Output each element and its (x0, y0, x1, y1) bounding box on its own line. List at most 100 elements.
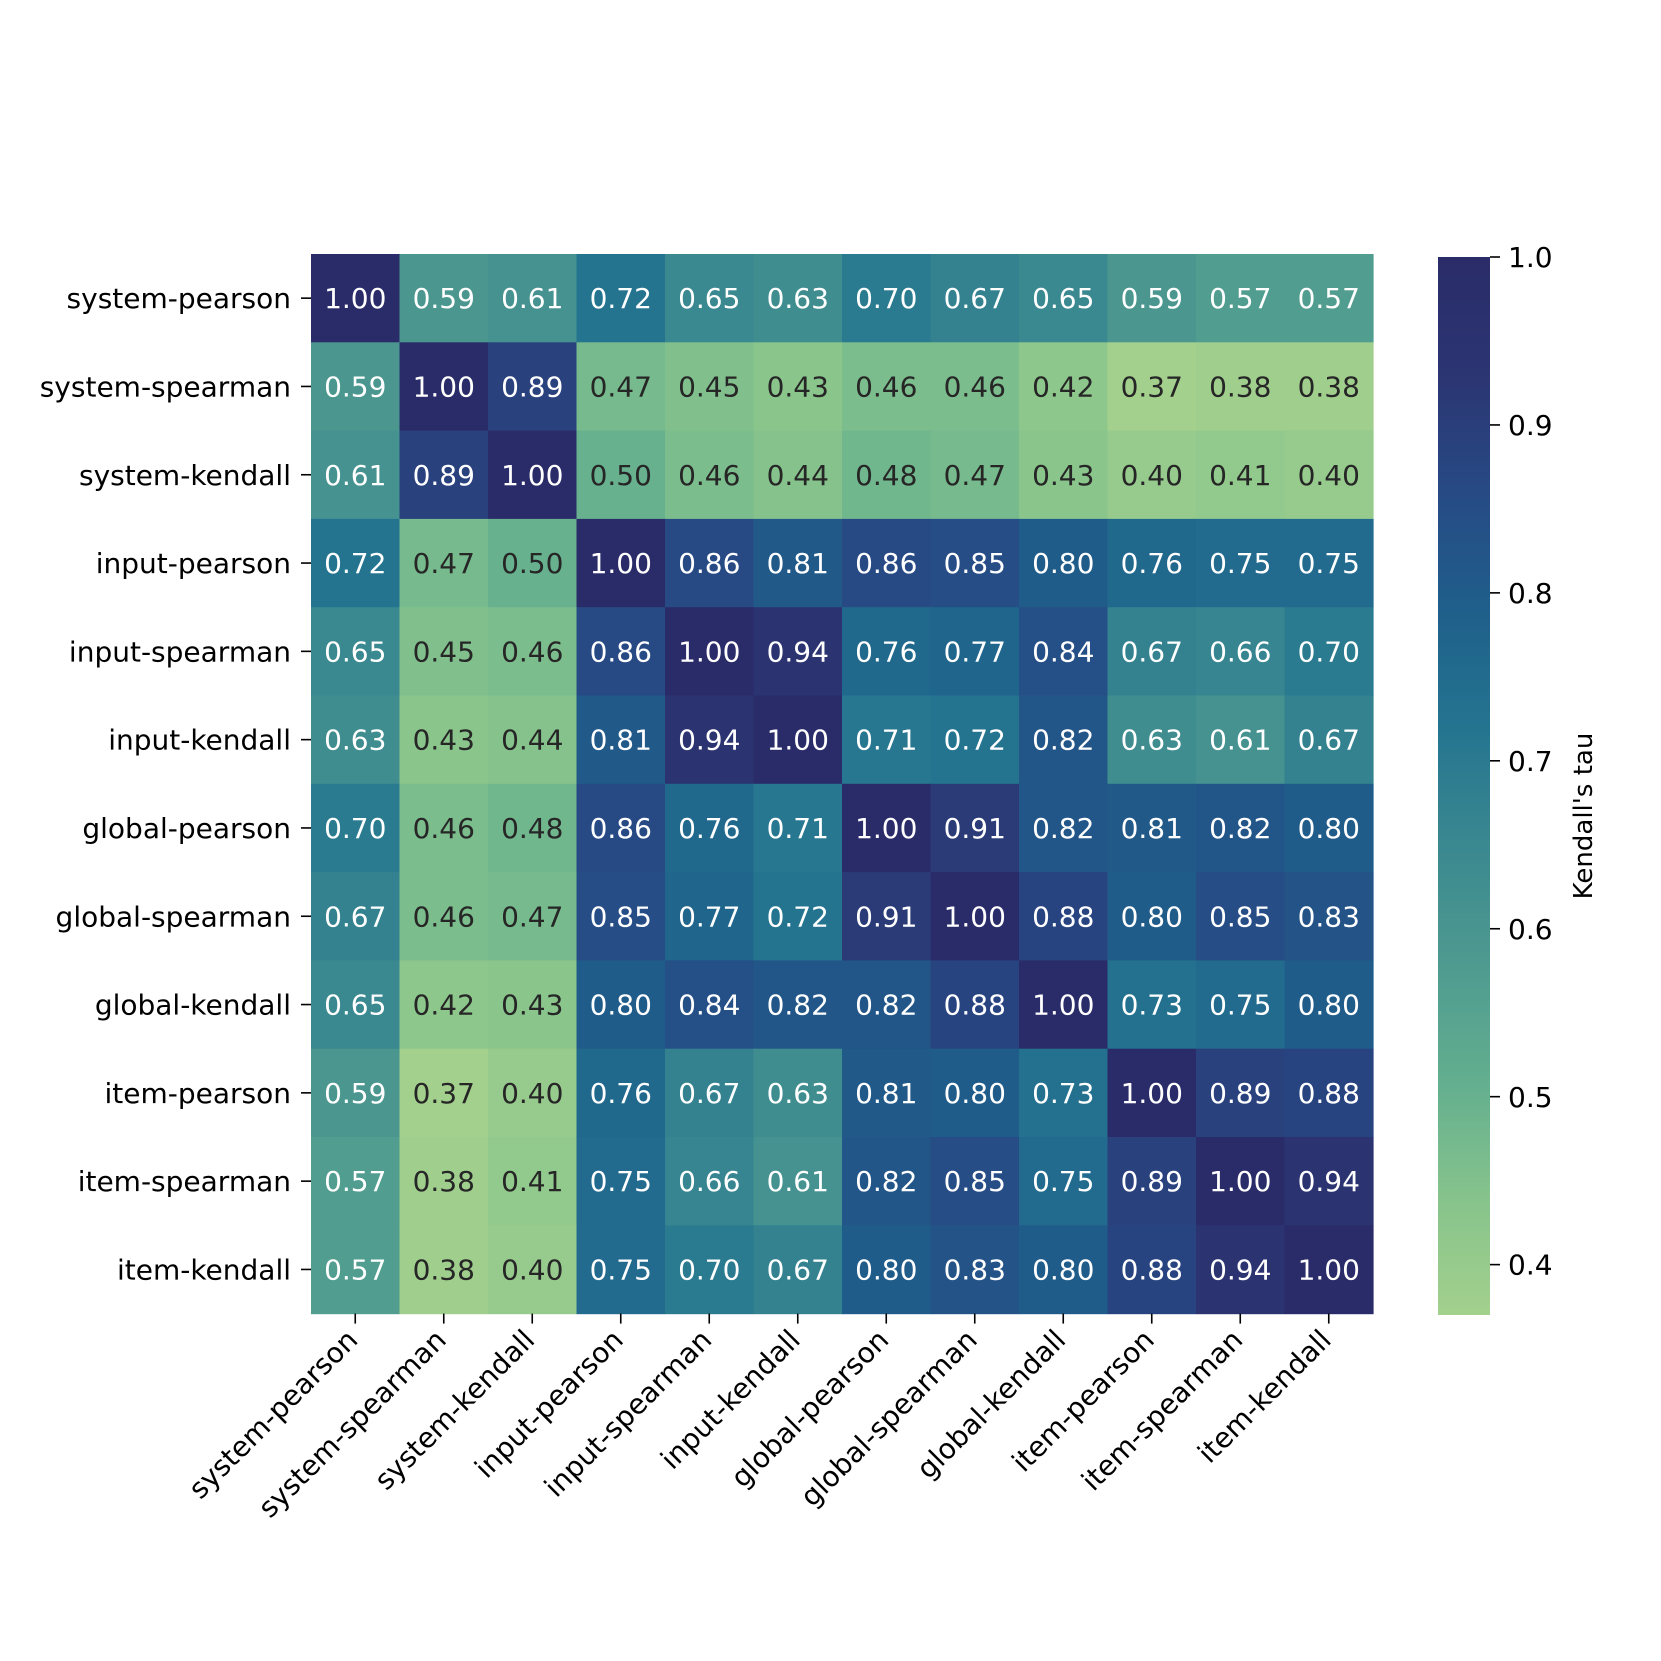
heatmap-cell-r5-c6 (842, 695, 932, 785)
heatmap-cell-r7-c1 (399, 872, 489, 961)
cell-value-r9-c9: 1.00 (1121, 1077, 1183, 1110)
cell-value-r4-c2: 0.46 (501, 635, 563, 668)
cell-value-r2-c0: 0.61 (324, 459, 386, 492)
heatmap-cell-r10-c9 (1107, 1137, 1197, 1226)
cell-value-r7-c9: 0.80 (1121, 900, 1183, 933)
cell-value-r3-c7: 0.85 (944, 547, 1006, 580)
cell-value-r0-c0: 1.00 (324, 282, 386, 315)
cell-value-r10-c11: 0.94 (1298, 1165, 1360, 1198)
cell-value-r2-c2: 1.00 (501, 459, 563, 492)
heatmap-cell-r1-c2 (488, 342, 578, 432)
heatmap-cell-r4-c1 (399, 607, 489, 697)
colorbar-tick-label-2: 0.6 (1508, 913, 1553, 946)
cell-value-r3-c2: 0.50 (501, 547, 563, 580)
heatmap-cell-r11-c8 (1019, 1225, 1109, 1315)
cell-value-r10-c10: 1.00 (1209, 1165, 1271, 1198)
x-tick-label-2: system-kendall (368, 1323, 541, 1496)
cell-value-r2-c6: 0.48 (855, 459, 917, 492)
heatmap-cell-r1-c6 (842, 342, 932, 432)
heatmap-cell-r2-c5 (753, 430, 843, 520)
heatmap-cell-r9-c5 (753, 1048, 843, 1138)
cell-value-r5-c3: 0.81 (590, 724, 652, 757)
heatmap-cell-r3-c9 (1107, 518, 1197, 608)
heatmap-cell-r8-c7 (930, 960, 1020, 1050)
heatmap-cell-r9-c8 (1019, 1048, 1109, 1138)
cell-value-r6-c11: 0.80 (1298, 812, 1360, 845)
cell-value-r10-c7: 0.85 (944, 1165, 1006, 1198)
heatmap-cell-r2-c8 (1019, 430, 1109, 520)
cell-value-r8-c5: 0.82 (767, 989, 829, 1022)
heatmap-cell-r6-c9 (1107, 783, 1197, 873)
heatmap-cell-r11-c3 (576, 1225, 666, 1315)
cell-value-r7-c7: 1.00 (944, 900, 1006, 933)
heatmap-cell-r5-c4 (665, 695, 755, 785)
cell-value-r8-c11: 0.80 (1298, 989, 1360, 1022)
colorbar-tick-label-3: 0.7 (1508, 745, 1553, 778)
heatmap-cell-r9-c11 (1284, 1048, 1374, 1138)
cell-value-r10-c9: 0.89 (1121, 1165, 1183, 1198)
cell-value-r10-c5: 0.61 (767, 1165, 829, 1198)
y-tick-label-7: global-spearman (56, 900, 291, 933)
heatmap-cell-r2-c2 (488, 430, 578, 520)
cell-value-r2-c9: 0.40 (1121, 459, 1183, 492)
cell-value-r11-c7: 0.83 (944, 1254, 1006, 1287)
cell-value-r5-c7: 0.72 (944, 724, 1006, 757)
cell-value-r6-c6: 1.00 (855, 812, 917, 845)
cell-value-r7-c2: 0.47 (501, 900, 563, 933)
cell-value-r11-c10: 0.94 (1209, 1254, 1271, 1287)
cell-value-r9-c5: 0.63 (767, 1077, 829, 1110)
cell-value-r7-c0: 0.67 (324, 900, 386, 933)
cell-value-r10-c1: 0.38 (413, 1165, 475, 1198)
cell-value-r2-c5: 0.44 (767, 459, 829, 492)
cell-value-r4-c3: 0.86 (590, 635, 652, 668)
heatmap-cell-r3-c11 (1284, 518, 1374, 608)
colorbar-label: Kendall's tau (1569, 733, 1599, 900)
heatmap-cell-r10-c11 (1284, 1137, 1374, 1226)
heatmap-cell-r7-c7 (930, 872, 1020, 961)
cell-value-r4-c10: 0.66 (1209, 635, 1271, 668)
cell-value-r6-c10: 0.82 (1209, 812, 1271, 845)
cell-value-r5-c0: 0.63 (324, 724, 386, 757)
heatmap-cell-r8-c6 (842, 960, 932, 1050)
heatmap-cell-r4-c5 (753, 607, 843, 697)
cell-value-r3-c0: 0.72 (324, 547, 386, 580)
cell-value-r1-c1: 1.00 (413, 371, 475, 404)
cell-value-r1-c0: 0.59 (324, 371, 386, 404)
heatmap-cell-r1-c11 (1284, 342, 1374, 432)
cell-value-r11-c0: 0.57 (324, 1254, 386, 1287)
cell-value-r3-c6: 0.86 (855, 547, 917, 580)
heatmap-cell-r7-c5 (753, 872, 843, 961)
y-tick-label-11: item-kendall (117, 1254, 291, 1287)
heatmap-cell-r2-c4 (665, 430, 755, 520)
cell-value-r2-c1: 0.89 (413, 459, 475, 492)
cell-value-r6-c3: 0.86 (590, 812, 652, 845)
cell-value-r4-c6: 0.76 (855, 635, 917, 668)
heatmap-cell-r5-c5 (753, 695, 843, 785)
cell-value-r7-c3: 0.85 (590, 900, 652, 933)
heatmap-cell-r2-c6 (842, 430, 932, 520)
cell-value-r0-c6: 0.70 (855, 282, 917, 315)
cell-annotations: 1.00 0.59 0.61 0.72 0.65 0.63 0.70 0.67 0.65 0.59… (324, 282, 1360, 1286)
heatmap-cell-r1-c8 (1019, 342, 1109, 432)
heatmap-cell-r3-c1 (399, 518, 489, 608)
heatmap-cell-r10-c0 (311, 1137, 401, 1226)
heatmap-cell-r7-c3 (576, 872, 666, 961)
heatmap-cell-r6-c7 (930, 783, 1020, 873)
heatmap-cell-r6-c4 (665, 783, 755, 873)
y-tick-label-4: input-spearman (69, 635, 291, 668)
heatmap-cell-r6-c0 (311, 783, 401, 873)
heatmap-cell-r8-c11 (1284, 960, 1374, 1050)
cell-value-r2-c3: 0.50 (590, 459, 652, 492)
cell-value-r1-c4: 0.45 (678, 371, 740, 404)
heatmap-cell-r8-c9 (1107, 960, 1197, 1050)
colorbar: Kendall's tau 0.4 0.5 0.6 0.7 0.8 0.9 1.0 (1438, 241, 1599, 1315)
heatmap-cell-r0-c1 (399, 254, 489, 343)
cell-value-r11-c8: 0.80 (1032, 1254, 1094, 1287)
cell-value-r4-c8: 0.84 (1032, 635, 1094, 668)
heatmap-cell-r4-c8 (1019, 607, 1109, 697)
cell-value-r4-c0: 0.65 (324, 635, 386, 668)
heatmap-cells (311, 254, 1374, 1315)
colorbar-tick-label-4: 0.8 (1508, 577, 1553, 610)
heatmap-cell-r0-c6 (842, 254, 932, 343)
